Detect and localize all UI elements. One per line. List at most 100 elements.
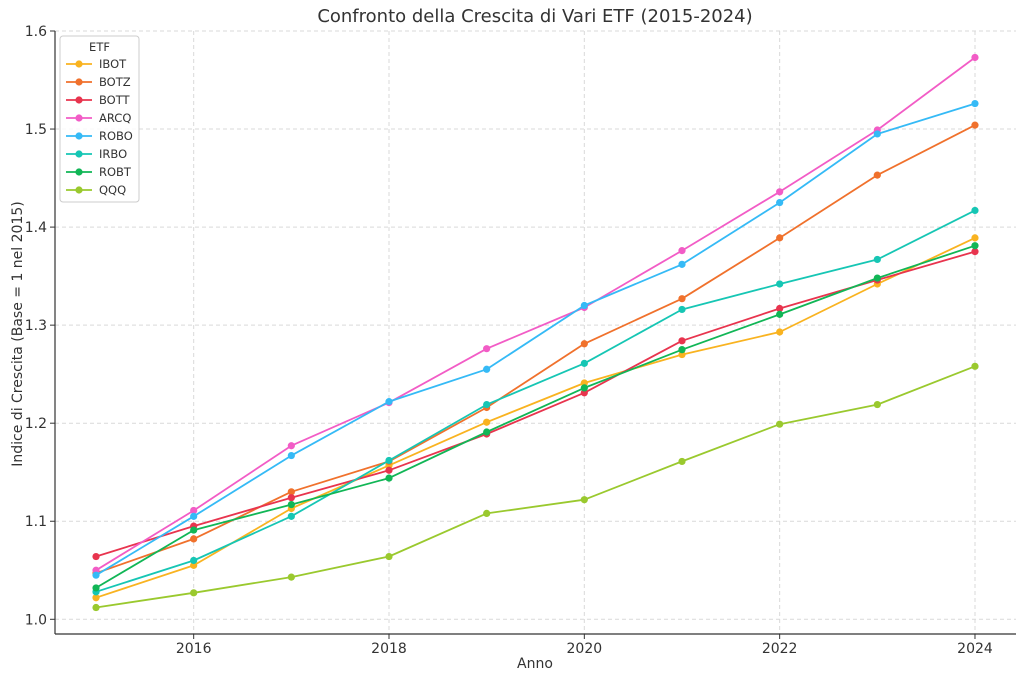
data-point-robo xyxy=(776,198,784,207)
data-point-robt xyxy=(385,474,393,482)
y-tick-label: 1.0 xyxy=(25,612,47,628)
data-point-botz xyxy=(776,234,784,242)
data-point-arcq xyxy=(483,345,491,353)
data-point-robo xyxy=(483,365,491,373)
data-point-irbo xyxy=(483,400,491,409)
data-point-robo xyxy=(678,260,686,268)
data-point-robo xyxy=(971,99,979,108)
data-point-irbo xyxy=(287,512,295,520)
x-axis-label: Anno xyxy=(517,656,553,672)
data-point-robo xyxy=(92,571,100,579)
data-point-robt xyxy=(580,384,588,392)
y-tick-label: 1.1 xyxy=(25,514,47,530)
data-point-bott xyxy=(385,466,393,474)
data-point-robo xyxy=(580,301,588,310)
legend-label-robt: ROBT xyxy=(99,165,132,179)
data-point-robo xyxy=(385,398,393,406)
data-point-robt xyxy=(287,500,295,509)
legend-label-arcq: ARCQ xyxy=(99,111,131,125)
y-tick-label: 1.3 xyxy=(25,318,47,334)
data-point-robt xyxy=(678,346,686,354)
data-point-qqq xyxy=(92,603,100,612)
data-point-botz xyxy=(190,535,198,543)
series-robo xyxy=(92,99,979,579)
data-point-bott xyxy=(971,248,979,256)
data-point-qqq xyxy=(385,552,393,561)
data-point-qqq xyxy=(971,362,979,370)
legend-label-botz: BOTZ xyxy=(99,75,131,89)
x-tick-label: 2020 xyxy=(567,641,603,657)
chart-title: Confronto della Crescita di Vari ETF (20… xyxy=(317,6,752,27)
data-point-robt xyxy=(971,242,979,250)
legend-swatch-marker xyxy=(75,114,83,122)
legend-title: ETF xyxy=(89,40,110,54)
data-point-arcq xyxy=(971,53,979,62)
data-point-bott xyxy=(678,337,686,345)
series-botz xyxy=(92,121,979,577)
data-point-robt xyxy=(776,310,784,318)
y-tick-label: 1.2 xyxy=(25,416,47,432)
series-lines xyxy=(92,53,979,612)
legend-swatch-marker xyxy=(75,132,83,140)
series-line-arcq xyxy=(95,56,976,572)
series-robt xyxy=(92,242,979,592)
legend-swatch-marker xyxy=(75,186,83,194)
y-tick-label: 1.4 xyxy=(25,220,47,236)
legend: ETF IBOT BOTZ BOTT ARCQ ROBO IRBO ROBT QQQ xyxy=(59,35,140,203)
data-point-irbo xyxy=(873,255,881,264)
data-point-robo xyxy=(873,130,881,138)
legend-label-robo: ROBO xyxy=(99,129,133,143)
legend-item-irbo: IRBO xyxy=(66,147,127,161)
data-point-irbo xyxy=(678,305,686,314)
data-point-arcq xyxy=(190,506,198,515)
data-point-irbo xyxy=(580,359,588,367)
data-point-irbo xyxy=(971,206,979,215)
series-line-bott xyxy=(95,250,976,558)
data-point-botz xyxy=(873,171,881,179)
data-point-robo xyxy=(287,451,295,460)
legend-label-qqq: QQQ xyxy=(99,183,126,197)
x-tick-label: 2022 xyxy=(762,641,798,657)
x-tick-label: 2018 xyxy=(371,641,407,657)
series-irbo xyxy=(92,206,979,596)
data-point-qqq xyxy=(483,509,491,517)
data-point-botz xyxy=(678,295,686,303)
data-point-botz xyxy=(580,340,588,348)
data-point-qqq xyxy=(678,457,686,466)
data-point-bott xyxy=(776,304,784,313)
legend-label-ibot: IBOT xyxy=(99,57,127,71)
data-point-bott xyxy=(92,552,100,561)
data-point-ibot xyxy=(776,328,784,336)
legend-swatch-marker xyxy=(75,150,83,158)
series-line-botz xyxy=(95,124,976,575)
data-point-arcq xyxy=(287,442,295,450)
data-point-irbo xyxy=(385,456,393,465)
series-bott xyxy=(92,248,979,561)
data-point-qqq xyxy=(190,589,198,597)
legend-label-irbo: IRBO xyxy=(99,147,127,161)
data-point-robt xyxy=(483,428,491,436)
data-point-robt xyxy=(873,274,881,282)
legend-item-arcq: ARCQ xyxy=(66,111,131,125)
series-line-qqq xyxy=(95,365,976,609)
series-line-ibot xyxy=(95,237,976,599)
data-point-irbo xyxy=(776,280,784,288)
series-qqq xyxy=(92,362,979,612)
legend-label-bott: BOTT xyxy=(99,93,131,107)
legend-swatch-marker xyxy=(75,168,83,176)
legend-box xyxy=(59,35,140,203)
axes: 2016 2018 2020 2022 2024 1.0 1.1 1.2 1.3 1.4 1.5 1.… xyxy=(25,24,1016,657)
y-axis-label: Indice di Crescita (Base = 1 nel 2015) xyxy=(10,201,26,466)
data-point-irbo xyxy=(190,556,198,565)
data-point-botz xyxy=(971,121,979,129)
data-point-ibot xyxy=(483,418,491,426)
data-point-arcq xyxy=(776,188,784,196)
legend-item-qqq: QQQ xyxy=(66,183,126,197)
data-point-qqq xyxy=(287,573,295,581)
y-tick-label: 1.6 xyxy=(25,24,47,40)
series-line-irbo xyxy=(95,209,976,593)
data-point-robt xyxy=(92,584,100,592)
data-point-arcq xyxy=(678,247,686,255)
